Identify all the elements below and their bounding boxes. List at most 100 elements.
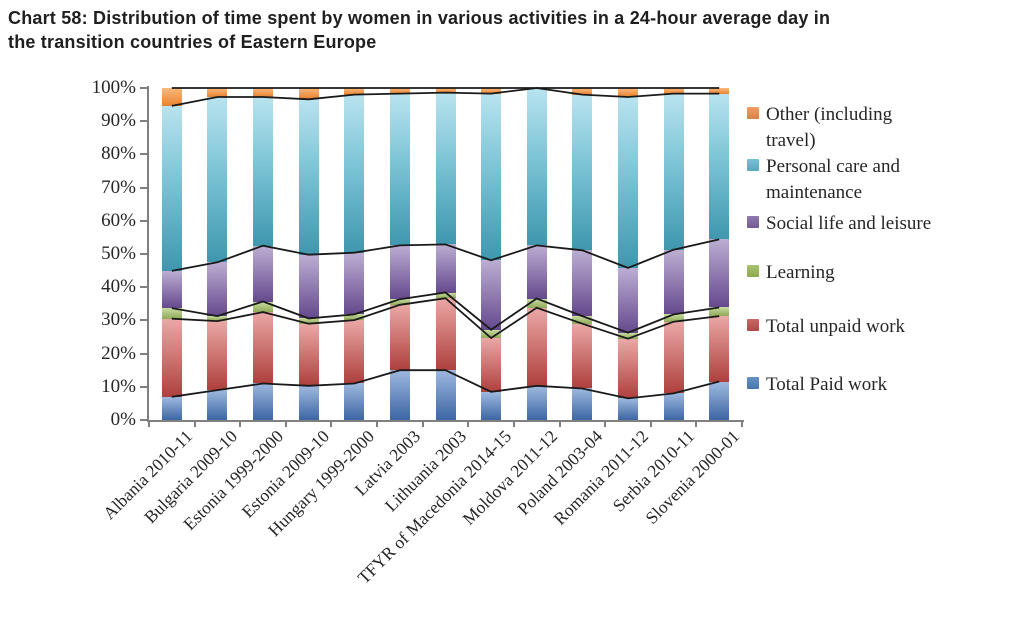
bar-segment [207, 390, 228, 420]
bar-segment [709, 88, 730, 94]
y-axis-tick [140, 319, 147, 322]
bar-segment [435, 92, 456, 245]
bar-tfyr-of-macedonia-2014-15 [481, 88, 502, 420]
bar-segment [161, 308, 182, 319]
bar-segment [389, 304, 410, 371]
bar-segment [572, 94, 593, 251]
bar-segment [481, 260, 502, 330]
x-axis-tick [512, 421, 515, 427]
legend-label: Total unpaid work [766, 316, 906, 337]
bar-segment [617, 267, 638, 333]
cumulative-line-social-life-and-leisure [171, 238, 720, 272]
bar-segment [617, 332, 638, 339]
bar-segment [526, 298, 547, 308]
y-axis-tick-label: 10% [101, 375, 136, 397]
bar-segment [389, 88, 410, 94]
y-axis-tick-label: 100% [91, 77, 136, 98]
chart-title-line2: the transition countries of Eastern Euro… [8, 32, 377, 52]
legend-label: Learning [766, 262, 835, 283]
x-axis-tick [467, 421, 470, 427]
y-axis [147, 86, 149, 422]
bar-segment [389, 245, 410, 300]
bar-segment [253, 88, 274, 97]
bar-romania-2011-12 [617, 88, 638, 420]
bar-segment [298, 254, 319, 319]
bar-segment [617, 338, 638, 399]
y-axis-tick-label: 60% [101, 209, 136, 231]
bar-segment [298, 318, 319, 324]
bar-segment [435, 370, 456, 420]
legend-item: Total unpaid work [747, 314, 905, 340]
y-axis-tick [140, 219, 147, 222]
bar-segment [709, 316, 730, 382]
legend-swatch [747, 107, 759, 119]
legend-swatch [747, 216, 759, 228]
y-axis-tick [140, 286, 147, 289]
x-axis-tick [741, 421, 743, 427]
bar-segment [526, 307, 547, 386]
bar-segment [663, 249, 684, 315]
x-axis-tick [284, 421, 287, 427]
y-axis-tick-label: 0% [110, 409, 136, 430]
bar-estonia-2009-10 [298, 88, 319, 420]
bar-segment [617, 398, 638, 420]
bar-segment [161, 270, 182, 309]
bar-segment [253, 97, 274, 246]
legend: Other (including travel) Personal care an… [747, 88, 1021, 418]
bar-segment [709, 93, 730, 240]
bar-segment [526, 245, 547, 299]
bar-segment [572, 388, 593, 420]
bar-segment [253, 383, 274, 420]
legend-swatch [747, 319, 759, 331]
bar-segment [344, 252, 365, 315]
bar-segment [344, 314, 365, 321]
y-axis-tick [140, 419, 147, 421]
y-axis-tick-label: 50% [101, 243, 136, 264]
bar-segment [435, 244, 456, 293]
bar-segment [298, 323, 319, 386]
legend-item: Total Paid work [747, 372, 887, 398]
bar-slovenia-2000-01 [709, 88, 730, 420]
cumulative-line-learning [171, 291, 720, 334]
bar-segment [298, 88, 319, 100]
bar-segment [481, 391, 502, 420]
y-axis-tick [140, 186, 147, 189]
legend-item: Personal care and maintenance [747, 154, 900, 206]
bar-segment [435, 292, 456, 299]
bar-segment [161, 396, 182, 420]
x-axis-tick [376, 421, 379, 427]
bar-segment [161, 318, 182, 397]
bar-segment [481, 93, 502, 261]
y-axis-tick-label: 20% [101, 342, 136, 364]
legend-item: Learning [747, 260, 835, 286]
bar-segment [344, 94, 365, 253]
cumulative-line-total-unpaid-work [171, 297, 720, 340]
bar-segment [617, 97, 638, 268]
bar-segment [389, 370, 410, 420]
x-axis-tick [604, 421, 607, 427]
legend-label: Social life and leisure [766, 213, 932, 234]
bar-segment [663, 393, 684, 420]
legend-swatch [747, 377, 759, 389]
legend-label: Personal care and maintenance [766, 156, 900, 203]
y-axis-tick-label: 90% [101, 110, 136, 132]
legend-label: Other (including travel) [766, 104, 893, 151]
bar-moldova-2011-12 [526, 88, 547, 420]
bar-poland-2003-04 [572, 88, 593, 420]
bar-estonia-1999-2000 [253, 88, 274, 420]
y-axis-tick [140, 87, 147, 89]
bar-segment [253, 245, 274, 302]
y-axis-tick [140, 385, 147, 388]
bar-segment [389, 299, 410, 305]
bar-segment [344, 88, 365, 95]
bar-segment [253, 312, 274, 384]
chart-title-line1: Chart 58: Distribution of time spent by … [8, 8, 831, 28]
bar-segment [207, 88, 228, 97]
x-axis-tick [558, 421, 561, 427]
bar-bulgaria-2009-10 [207, 88, 228, 420]
bar-albania-2010-11 [161, 88, 182, 420]
bar-segment [572, 250, 593, 317]
x-axis-tick [695, 421, 698, 427]
chart-title: Chart 58: Distribution of time spent by … [8, 6, 1018, 54]
legend-swatch [747, 265, 759, 277]
